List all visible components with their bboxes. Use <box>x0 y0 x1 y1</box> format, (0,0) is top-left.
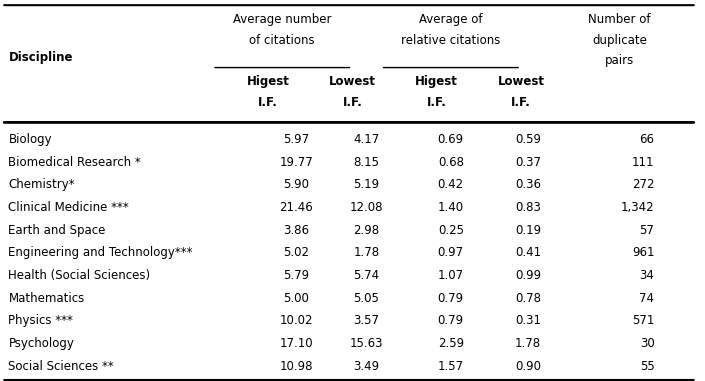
Text: 5.00: 5.00 <box>283 292 309 305</box>
Text: 0.97: 0.97 <box>438 247 464 259</box>
Text: Health (Social Sciences): Health (Social Sciences) <box>8 269 151 282</box>
Text: 0.99: 0.99 <box>515 269 541 282</box>
Text: 3.57: 3.57 <box>353 314 379 328</box>
Text: Clinical Medicine ***: Clinical Medicine *** <box>8 201 129 214</box>
Text: 0.41: 0.41 <box>515 247 541 259</box>
Text: Discipline: Discipline <box>8 51 73 64</box>
Text: Physics ***: Physics *** <box>8 314 73 328</box>
Text: 57: 57 <box>639 224 654 237</box>
Text: Biology: Biology <box>8 133 52 146</box>
Text: 10.98: 10.98 <box>280 360 313 373</box>
Text: Higest: Higest <box>415 75 458 88</box>
Text: 3.86: 3.86 <box>283 224 309 237</box>
Text: 0.78: 0.78 <box>515 292 541 305</box>
Text: 15.63: 15.63 <box>350 337 384 350</box>
Text: duplicate: duplicate <box>592 34 646 46</box>
Text: 0.42: 0.42 <box>438 178 464 191</box>
Text: I.F.: I.F. <box>258 96 278 109</box>
Text: 1,342: 1,342 <box>621 201 654 214</box>
Text: Chemistry*: Chemistry* <box>8 178 75 191</box>
Text: 12.08: 12.08 <box>350 201 384 214</box>
Text: 17.10: 17.10 <box>279 337 313 350</box>
Text: 5.90: 5.90 <box>283 178 309 191</box>
Text: Psychology: Psychology <box>8 337 74 350</box>
Text: Average number: Average number <box>233 13 331 26</box>
Text: 5.97: 5.97 <box>283 133 309 146</box>
Text: I.F.: I.F. <box>511 96 531 109</box>
Text: 5.05: 5.05 <box>354 292 379 305</box>
Text: pairs: pairs <box>605 54 634 67</box>
Text: Higest: Higest <box>247 75 290 88</box>
Text: 0.90: 0.90 <box>515 360 541 373</box>
Text: of citations: of citations <box>250 34 315 46</box>
Text: 272: 272 <box>632 178 654 191</box>
Text: 74: 74 <box>639 292 654 305</box>
Text: 1.78: 1.78 <box>353 247 379 259</box>
Text: 0.79: 0.79 <box>438 314 464 328</box>
Text: 5.02: 5.02 <box>283 247 309 259</box>
Text: 5.74: 5.74 <box>353 269 379 282</box>
Text: Average of: Average of <box>419 13 482 26</box>
Text: 55: 55 <box>639 360 654 373</box>
Text: Engineering and Technology***: Engineering and Technology*** <box>8 247 193 259</box>
Text: 0.68: 0.68 <box>438 155 464 169</box>
Text: 66: 66 <box>639 133 654 146</box>
Text: 0.36: 0.36 <box>515 178 541 191</box>
Text: 1.57: 1.57 <box>438 360 464 373</box>
Text: Number of: Number of <box>588 13 651 26</box>
Text: I.F.: I.F. <box>427 96 447 109</box>
Text: Lowest: Lowest <box>498 75 544 88</box>
Text: 19.77: 19.77 <box>279 155 313 169</box>
Text: 5.19: 5.19 <box>353 178 379 191</box>
Text: Biomedical Research *: Biomedical Research * <box>8 155 141 169</box>
Text: Lowest: Lowest <box>329 75 376 88</box>
Text: 571: 571 <box>632 314 654 328</box>
Text: 2.98: 2.98 <box>353 224 379 237</box>
Text: 30: 30 <box>639 337 654 350</box>
Text: 10.02: 10.02 <box>280 314 313 328</box>
Text: 0.31: 0.31 <box>515 314 541 328</box>
Text: 34: 34 <box>639 269 654 282</box>
Text: Earth and Space: Earth and Space <box>8 224 106 237</box>
Text: 0.25: 0.25 <box>438 224 464 237</box>
Text: 4.17: 4.17 <box>353 133 380 146</box>
Text: 111: 111 <box>632 155 654 169</box>
Text: 961: 961 <box>632 247 654 259</box>
Text: Mathematics: Mathematics <box>8 292 85 305</box>
Text: 3.49: 3.49 <box>353 360 379 373</box>
Text: 0.69: 0.69 <box>438 133 464 146</box>
Text: 1.40: 1.40 <box>438 201 464 214</box>
Text: I.F.: I.F. <box>343 96 362 109</box>
Text: 1.78: 1.78 <box>515 337 541 350</box>
Text: Social Sciences **: Social Sciences ** <box>8 360 114 373</box>
Text: 0.59: 0.59 <box>515 133 541 146</box>
Text: 0.83: 0.83 <box>515 201 541 214</box>
Text: 21.46: 21.46 <box>279 201 313 214</box>
Text: relative citations: relative citations <box>401 34 501 46</box>
Text: 8.15: 8.15 <box>353 155 379 169</box>
Text: 0.37: 0.37 <box>515 155 541 169</box>
Text: 0.79: 0.79 <box>438 292 464 305</box>
Text: 5.79: 5.79 <box>283 269 309 282</box>
Text: 1.07: 1.07 <box>438 269 464 282</box>
Text: 2.59: 2.59 <box>438 337 464 350</box>
Text: 0.19: 0.19 <box>515 224 541 237</box>
